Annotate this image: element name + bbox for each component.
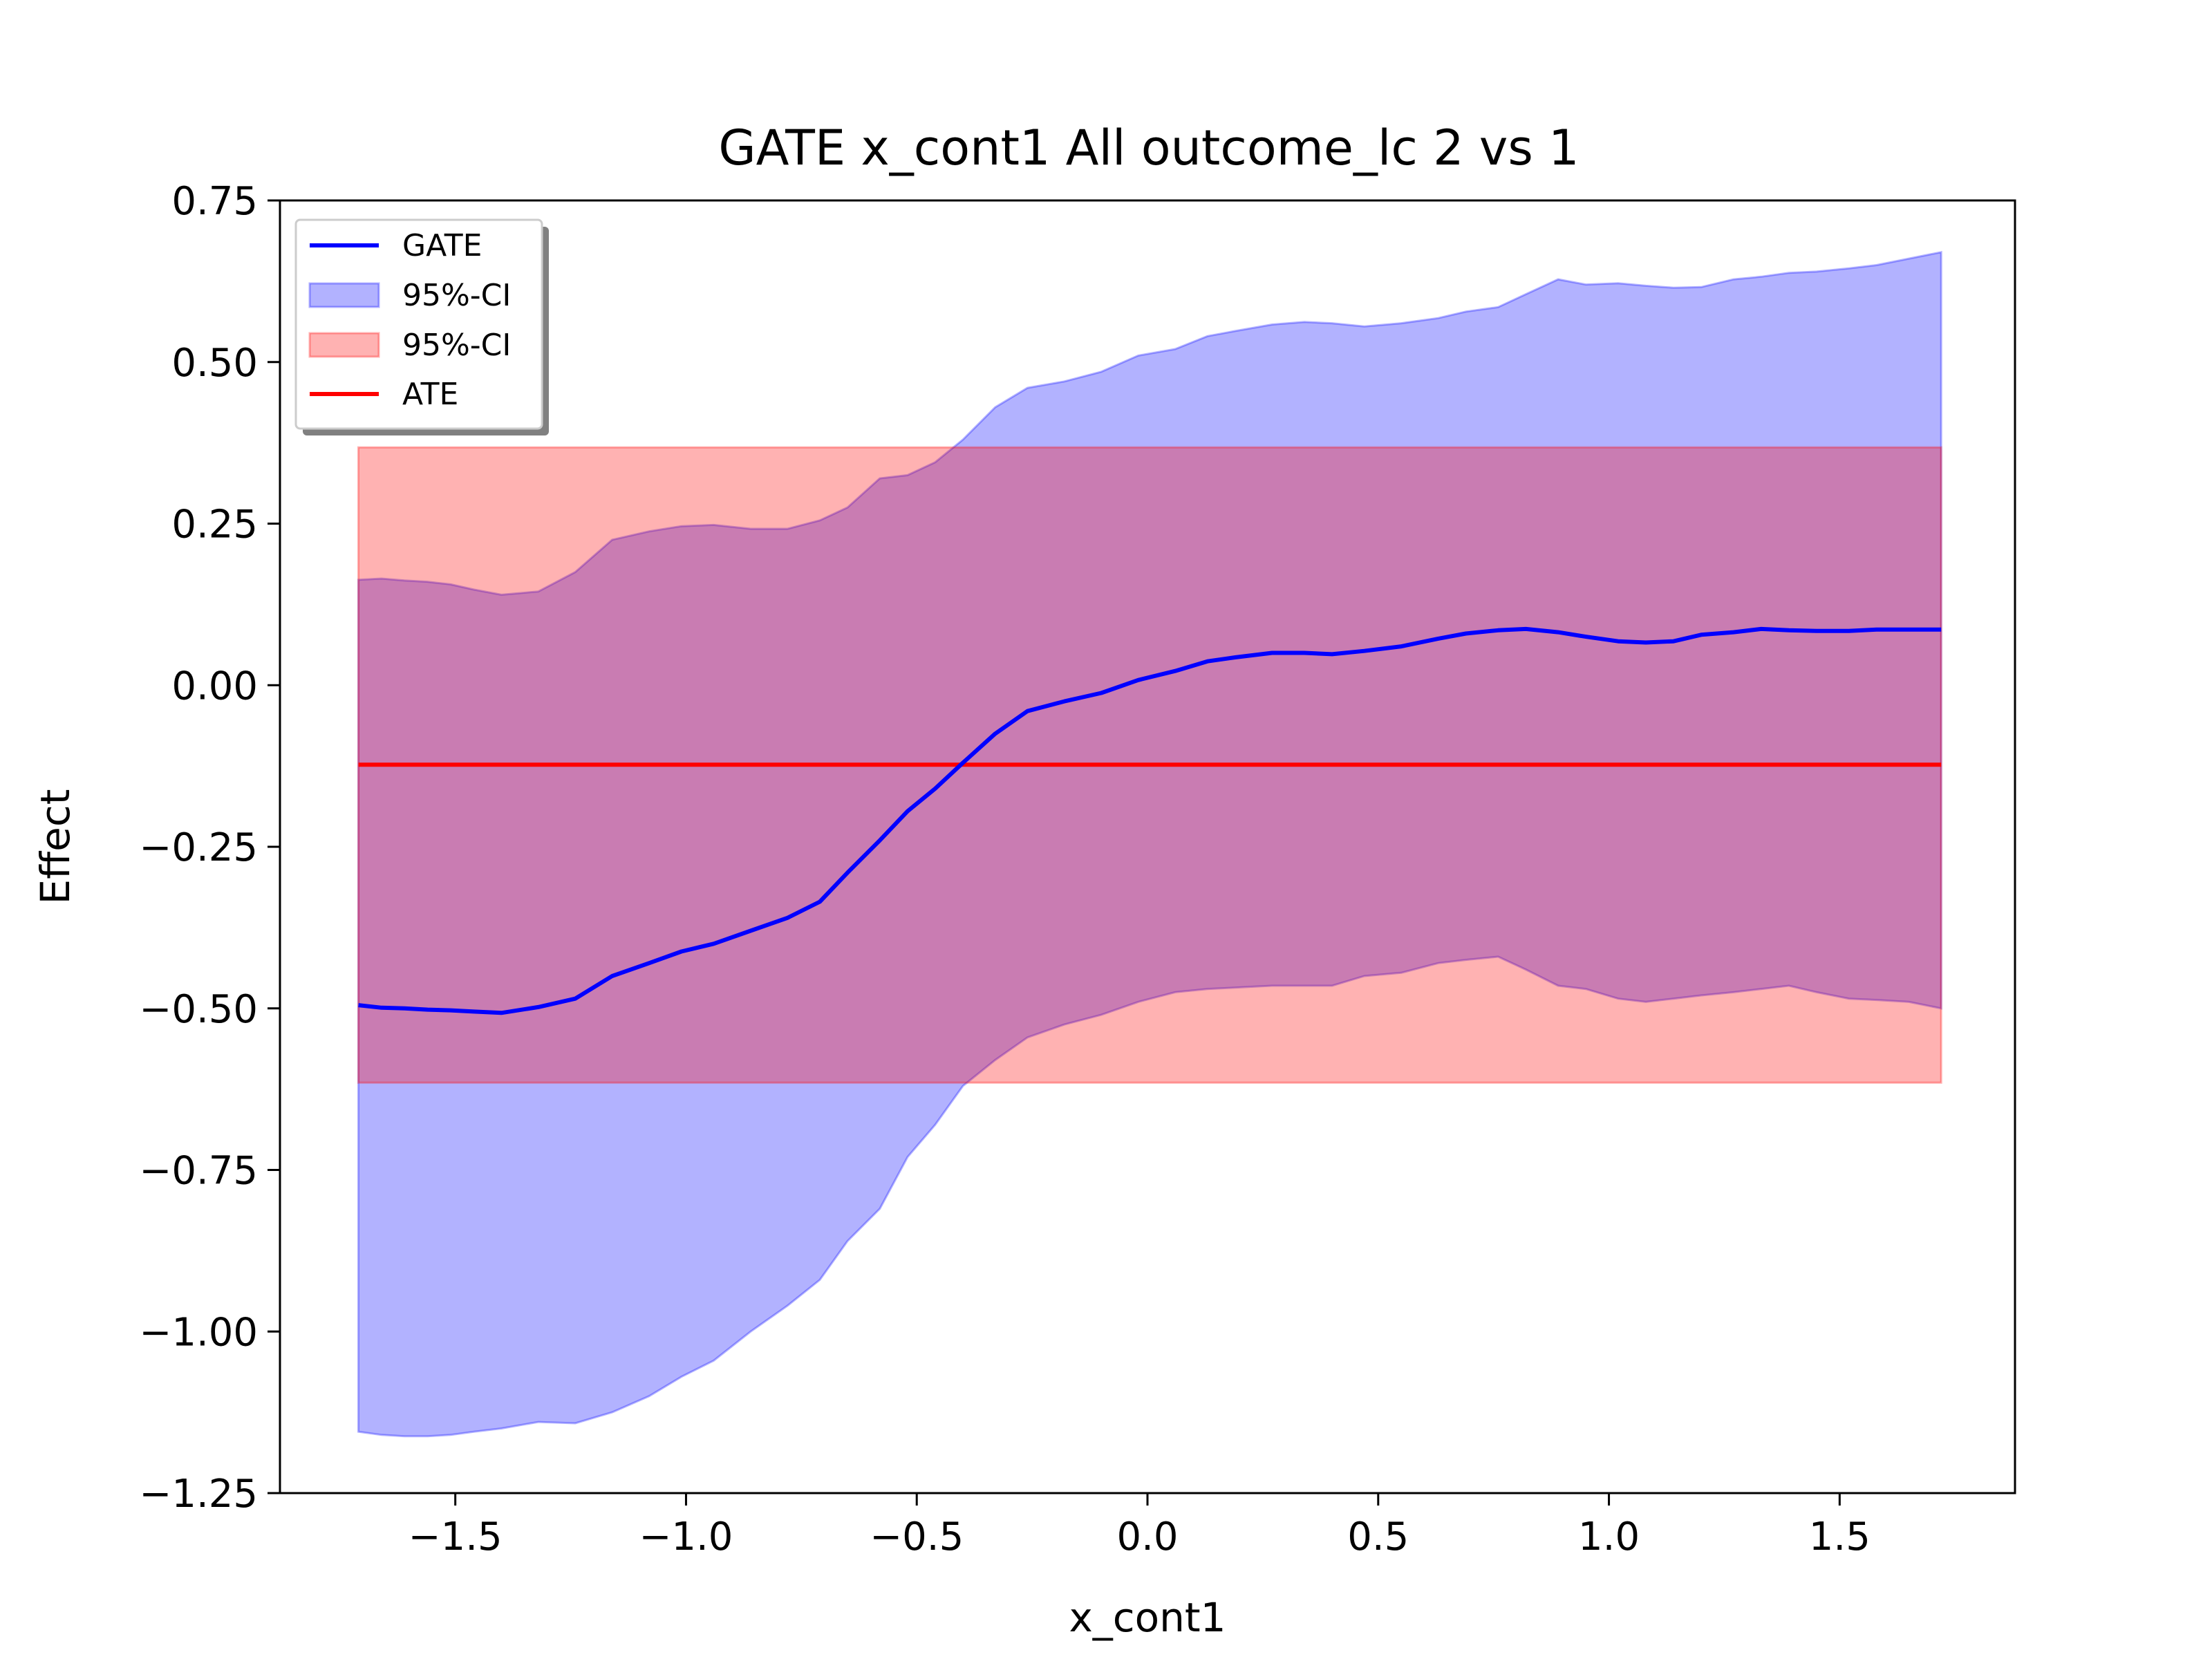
x-tick-label: 0.0 xyxy=(1116,1515,1178,1559)
y-axis-label: Effect xyxy=(32,789,79,905)
y-tick-label: 0.25 xyxy=(171,503,258,547)
x-tick-label: −1.0 xyxy=(639,1515,733,1559)
y-tick-label: 0.00 xyxy=(171,664,258,709)
y-tick-label: 0.50 xyxy=(171,341,258,386)
y-tick-label: −0.50 xyxy=(139,987,258,1032)
legend-ci-red-label: 95%-CI xyxy=(402,328,511,363)
legend-ate-label: ATE xyxy=(402,377,458,412)
x-axis-label: x_cont1 xyxy=(1069,1594,1226,1641)
chart-title: GATE x_cont1 All outcome_lc 2 vs 1 xyxy=(718,120,1579,176)
y-tick-label: −0.25 xyxy=(139,825,258,870)
legend-gate-label: GATE xyxy=(402,228,482,263)
legend-ci-blue-swatch xyxy=(308,282,380,308)
x-tick-label: −1.5 xyxy=(409,1515,503,1559)
plot-area xyxy=(357,250,1942,1438)
legend-ci-blue-label: 95%-CI xyxy=(402,278,511,313)
ci-band-gate xyxy=(357,250,1942,1438)
x-tick-label: 1.5 xyxy=(1809,1515,1871,1559)
legend-ci-red-swatch xyxy=(308,332,380,358)
legend-box xyxy=(294,218,543,430)
y-tick-label: −0.75 xyxy=(139,1149,258,1194)
axes-frame xyxy=(279,199,2016,1494)
gate-line xyxy=(358,626,1942,1015)
legend: GATE 95%-CI 95%-CI ATE xyxy=(294,218,549,435)
axis-ticks: −1.5 −1.0 −0.5 0.0 0.5 1.0 1.5 0.75 0.50 0.25 0.00… xyxy=(139,179,1870,1559)
y-tick-label: 0.75 xyxy=(171,179,258,224)
y-tick-label: −1.00 xyxy=(139,1310,258,1355)
x-tick-label: 1.0 xyxy=(1578,1515,1640,1559)
x-tick-label: −0.5 xyxy=(870,1515,964,1559)
x-tick-label: 0.5 xyxy=(1347,1515,1409,1559)
y-tick-label: −1.25 xyxy=(139,1472,258,1517)
